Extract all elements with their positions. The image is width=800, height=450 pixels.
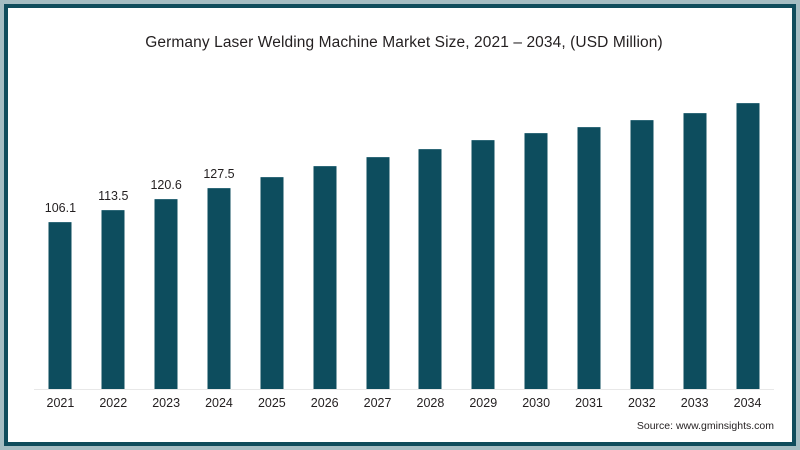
x-tick-label: 2033 — [680, 396, 709, 410]
bar-slot: 113.5 — [87, 74, 140, 389]
bar-value-label: 127.5 — [203, 167, 235, 182]
bar-value-label: 120.6 — [150, 178, 182, 193]
bar-slot — [615, 74, 668, 389]
bar-value-label: 106.1 — [44, 200, 77, 215]
bar-slot: 120.6 — [140, 74, 193, 389]
bar-slot — [298, 74, 351, 389]
x-tick-label: 2024 — [205, 396, 233, 410]
x-tick-label: 2034 — [733, 396, 762, 410]
bar[interactable] — [418, 148, 442, 389]
x-tick-label: 2031 — [575, 396, 603, 410]
x-tick-label: 2023 — [152, 396, 181, 410]
x-tick-label: 2032 — [627, 396, 656, 410]
bar[interactable] — [736, 103, 760, 389]
chart-title: Germany Laser Welding Machine Market Siz… — [145, 34, 663, 51]
bar-slot — [563, 74, 616, 389]
bar-slot — [404, 74, 457, 389]
x-axis-line — [34, 389, 774, 390]
x-tick-label: 2022 — [99, 396, 128, 410]
bar[interactable] — [577, 126, 601, 389]
bar[interactable] — [313, 166, 337, 389]
bar[interactable] — [630, 119, 654, 389]
bar[interactable] — [683, 112, 707, 389]
bar[interactable] — [471, 140, 495, 389]
plot-area: 106.1 113.5 120.6 127.5 — [34, 74, 774, 390]
x-tick-label: 2029 — [469, 396, 498, 410]
bar-slot — [721, 74, 774, 389]
x-tick-label: 2028 — [416, 396, 445, 410]
bar-slot — [245, 74, 298, 389]
x-tick-label: 2027 — [363, 396, 392, 410]
bar-slot — [668, 74, 721, 389]
bar-slot — [457, 74, 510, 389]
bar[interactable] — [207, 188, 231, 389]
bar-slot — [510, 74, 563, 389]
bar-slot — [351, 74, 404, 389]
source-attribution: Source: www.gminsights.com — [636, 420, 774, 432]
bar[interactable] — [260, 177, 284, 389]
x-tick-label: 2030 — [522, 396, 551, 410]
x-tick-label: 2021 — [46, 396, 75, 410]
bar[interactable] — [154, 199, 178, 389]
x-tick-label: 2026 — [310, 396, 339, 410]
bar[interactable] — [524, 133, 548, 389]
bar-slot: 106.1 — [34, 74, 87, 389]
bar-series: 106.1 113.5 120.6 127.5 — [34, 74, 774, 389]
bar[interactable] — [48, 221, 72, 389]
bar[interactable] — [366, 156, 390, 389]
bar-slot: 127.5 — [193, 74, 246, 389]
x-axis-tick-labels: 2021 2022 2023 2024 2025 2026 2027 2028 2029 2030… — [34, 396, 774, 416]
bar-value-label: 113.5 — [98, 189, 129, 204]
x-tick-label: 2025 — [257, 396, 286, 410]
bar[interactable] — [101, 210, 125, 389]
